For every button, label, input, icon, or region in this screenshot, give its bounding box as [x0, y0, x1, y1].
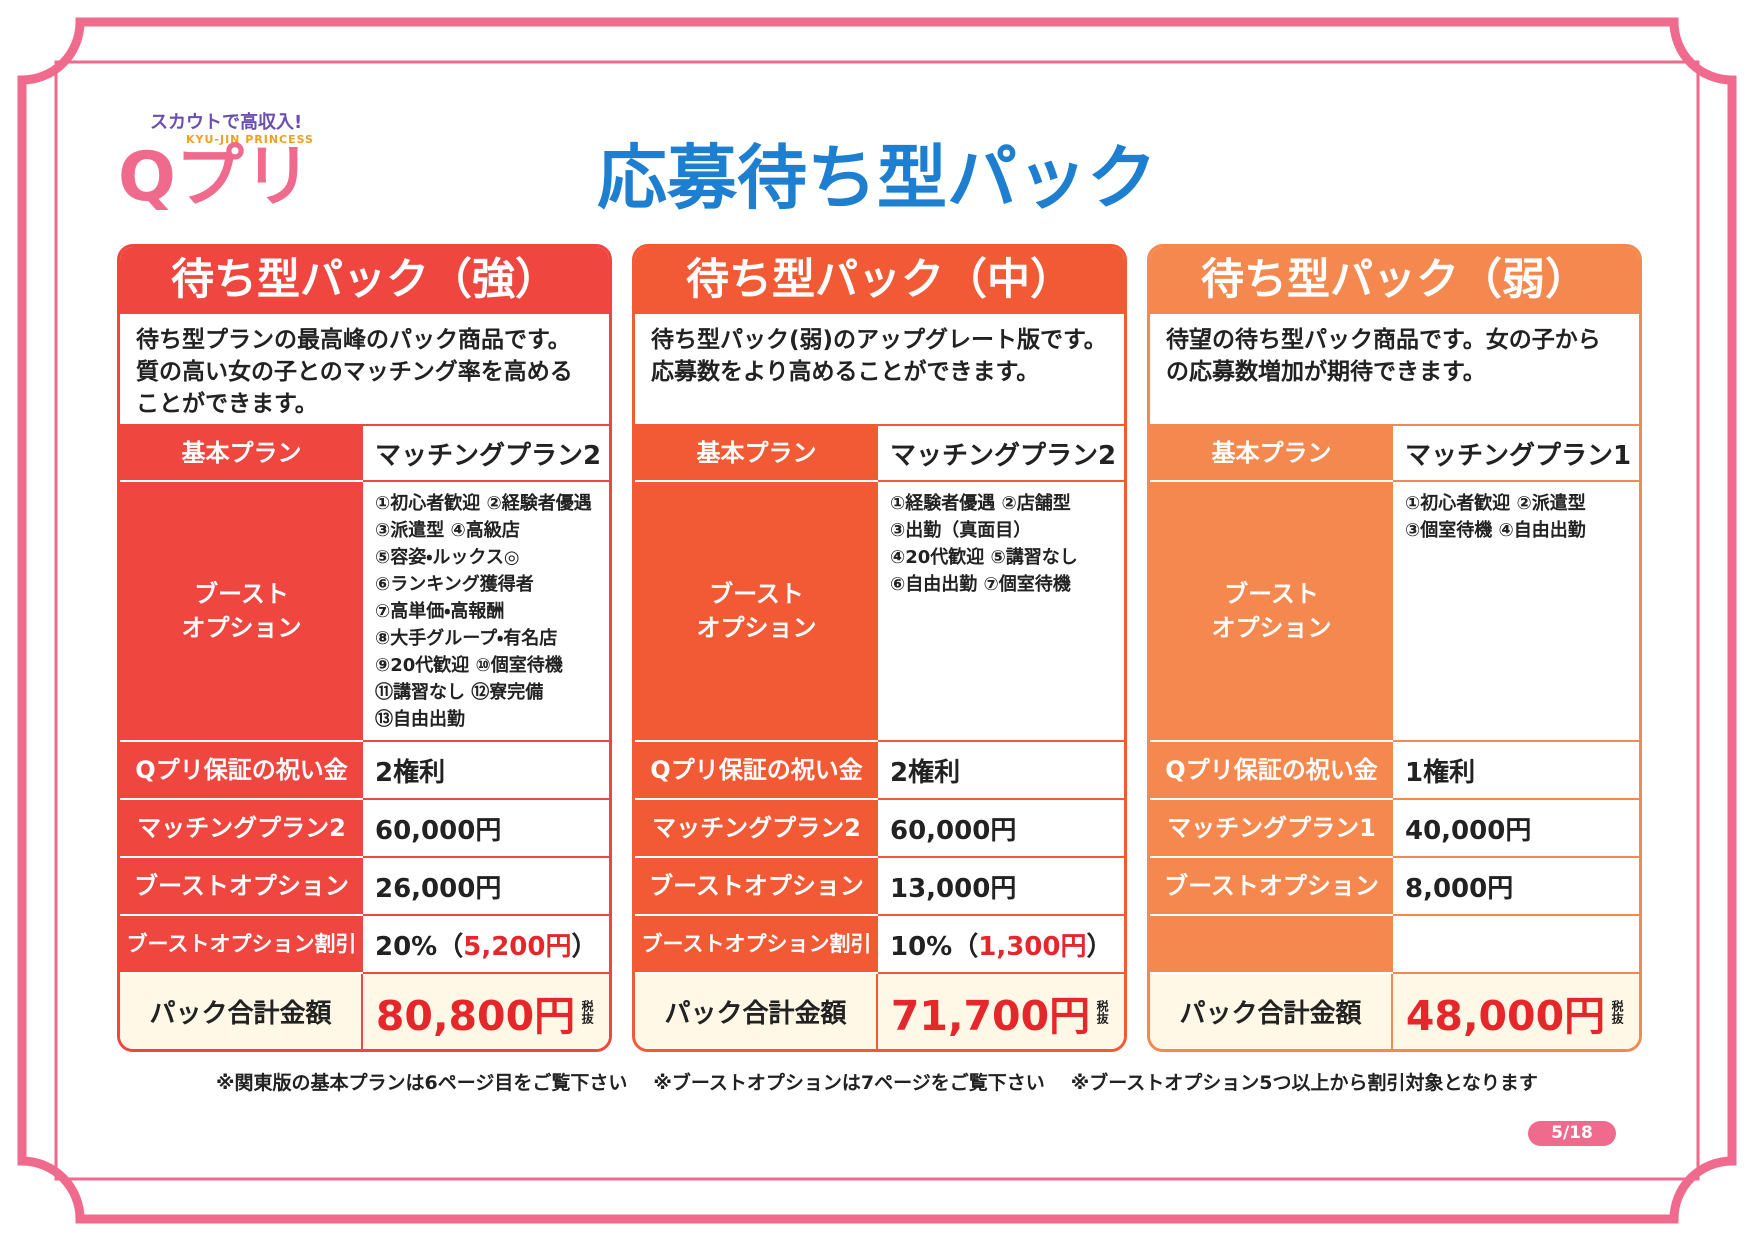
row-value: 20%（ 5,200円）	[363, 916, 609, 974]
row-value: マッチングプラン2	[878, 426, 1124, 482]
total-label: パック合計金額	[635, 974, 878, 1049]
total-label: パック合計金額	[1150, 974, 1393, 1049]
row-label: Qプリ保証の祝い金	[635, 742, 878, 800]
total-value: 71,700円	[890, 991, 1091, 1040]
option-line: ①初心者歓迎 ②派遣型	[1405, 493, 1586, 514]
row-label: 基本プラン	[1150, 426, 1393, 482]
option-line: ⑥ランキング獲得者	[375, 574, 534, 595]
total-label: パック合計金額	[120, 974, 363, 1049]
row-value: ①初心者歓迎 ②派遣型 ③個室待機 ④自由出勤	[1393, 482, 1639, 742]
discount-text: ）	[1086, 931, 1113, 962]
total-value: 80,800円	[375, 991, 576, 1040]
discount-text: 20%（	[375, 931, 464, 962]
row-label: マッチングプラン2	[635, 800, 878, 858]
row-label: ブーストオプション割引	[120, 916, 363, 974]
tax-note: 税抜	[1610, 999, 1625, 1024]
row-label: マッチングプラン1	[1150, 800, 1393, 858]
row-value: マッチングプラン2	[363, 426, 609, 482]
pack-card: 待ち型パック（弱） 待望の待ち型パック商品です。女の子からの応募数増加が期待できま…	[1147, 244, 1642, 1052]
footnote: ※ブーストオプション5つ以上から割引対象となります	[1070, 1072, 1538, 1094]
option-line: ③個室待機 ④自由出勤	[1405, 520, 1586, 541]
option-line: ⑧大手グループ・有名店	[375, 628, 558, 649]
option-line: ⑥自由出勤 ⑦個室待機	[890, 574, 1071, 595]
row-value: 26,000円	[363, 858, 609, 916]
option-line: ①経験者優遇 ②店舗型	[890, 493, 1071, 514]
discount-amount: 5,200円	[463, 931, 572, 962]
total-value: 48,000円	[1405, 991, 1606, 1040]
pack-card: 待ち型パック（強） 待ち型プランの最高峰のパック商品です。質の高い女の子とのマッチ…	[117, 244, 612, 1052]
row-value: 10%（ 1,300円）	[878, 916, 1124, 974]
option-line: ⑬自由出勤	[375, 709, 465, 730]
row-value: 2権利	[363, 742, 609, 800]
footnote: ※関東版の基本プランは6ページ目をご覧下さい	[216, 1072, 628, 1094]
discount-text: 10%（	[890, 931, 979, 962]
card-title: 待ち型パック（弱）	[1150, 247, 1639, 314]
row-label: ブースト オプション	[635, 482, 878, 742]
option-line: ⑤容姿・ルックス◎	[375, 547, 520, 568]
option-line: ⑪講習なし ⑫寮完備	[375, 682, 544, 703]
card-description: 待望の待ち型パック商品です。女の子からの応募数増加が期待できます。	[1150, 314, 1639, 426]
row-label	[1150, 916, 1393, 974]
card-description: 待ち型プランの最高峰のパック商品です。質の高い女の子とのマッチング率を高めること…	[120, 314, 609, 426]
option-line: ⑦高単価・高報酬	[375, 601, 505, 622]
row-value: 8,000円	[1393, 858, 1639, 916]
pack-card: 待ち型パック（中） 待ち型パック(弱)のアップグレート版です。応募数をより高めるこ…	[632, 244, 1127, 1052]
footnote: ※ブーストオプションは7ページをご覧下さい	[653, 1072, 1045, 1094]
option-line: ③派遣型 ④高級店	[375, 520, 520, 541]
discount-text: ）	[571, 931, 598, 962]
row-value: 13,000円	[878, 858, 1124, 916]
row-value: 2権利	[878, 742, 1124, 800]
option-line: ④20代歓迎 ⑤講習なし	[890, 547, 1078, 568]
page-title: 応募待ち型パック	[597, 137, 1157, 219]
total-cell: 80,800円 税抜	[363, 974, 609, 1049]
row-value: マッチングプラン1	[1393, 426, 1639, 482]
logo-subtitle: KYU-JIN PRINCESS	[186, 133, 314, 146]
tax-note: 税抜	[580, 999, 595, 1024]
total-cell: 71,700円 税抜	[878, 974, 1124, 1049]
total-cell: 48,000円 税抜	[1393, 974, 1639, 1049]
row-value: ①経験者優遇 ②店舗型 ③出勤（真面目） ④20代歓迎 ⑤講習なし ⑥自由出勤 ⑦個室…	[878, 482, 1124, 742]
row-label: Qプリ保証の祝い金	[1150, 742, 1393, 800]
row-value	[1393, 916, 1639, 974]
row-label: ブーストオプション割引	[635, 916, 878, 974]
footnotes: ※関東版の基本プランは6ページ目をご覧下さい ※ブーストオプションは7ページをご覧…	[0, 1068, 1754, 1095]
inner-border	[54, 60, 1700, 1181]
logo-tagline: スカウトで高収入!	[150, 112, 303, 133]
row-label: ブーストオプション	[1150, 858, 1393, 916]
card-title: 待ち型パック（中）	[635, 247, 1124, 314]
card-title: 待ち型パック（強）	[120, 247, 609, 314]
row-label: ブーストオプション	[120, 858, 363, 916]
row-value: 60,000円	[363, 800, 609, 858]
option-line: ①初心者歓迎 ②経験者優遇	[375, 493, 592, 514]
row-label: ブースト オプション	[120, 482, 363, 742]
tax-note: 税抜	[1095, 999, 1110, 1024]
row-label: ブーストオプション	[635, 858, 878, 916]
outer-border	[17, 17, 1737, 1224]
row-label: 基本プラン	[635, 426, 878, 482]
option-line: ③出勤（真面目）	[890, 520, 1032, 541]
row-label: ブースト オプション	[1150, 482, 1393, 742]
row-value: 1権利	[1393, 742, 1639, 800]
row-label: Qプリ保証の祝い金	[120, 742, 363, 800]
discount-amount: 1,300円	[978, 931, 1087, 962]
row-value: 60,000円	[878, 800, 1124, 858]
row-label: マッチングプラン2	[120, 800, 363, 858]
card-description: 待ち型パック(弱)のアップグレート版です。応募数をより高めることができます。	[635, 314, 1124, 426]
logo-name: Qプリ	[118, 138, 312, 217]
row-label: 基本プラン	[120, 426, 363, 482]
row-value: 40,000円	[1393, 800, 1639, 858]
option-line: ⑨20代歓迎 ⑩個室待機	[375, 655, 563, 676]
row-value: ①初心者歓迎 ②経験者優遇 ③派遣型 ④高級店 ⑤容姿・ルックス◎ ⑥ランキング獲得者…	[363, 482, 609, 742]
page-number: 5/18	[1528, 1121, 1616, 1146]
